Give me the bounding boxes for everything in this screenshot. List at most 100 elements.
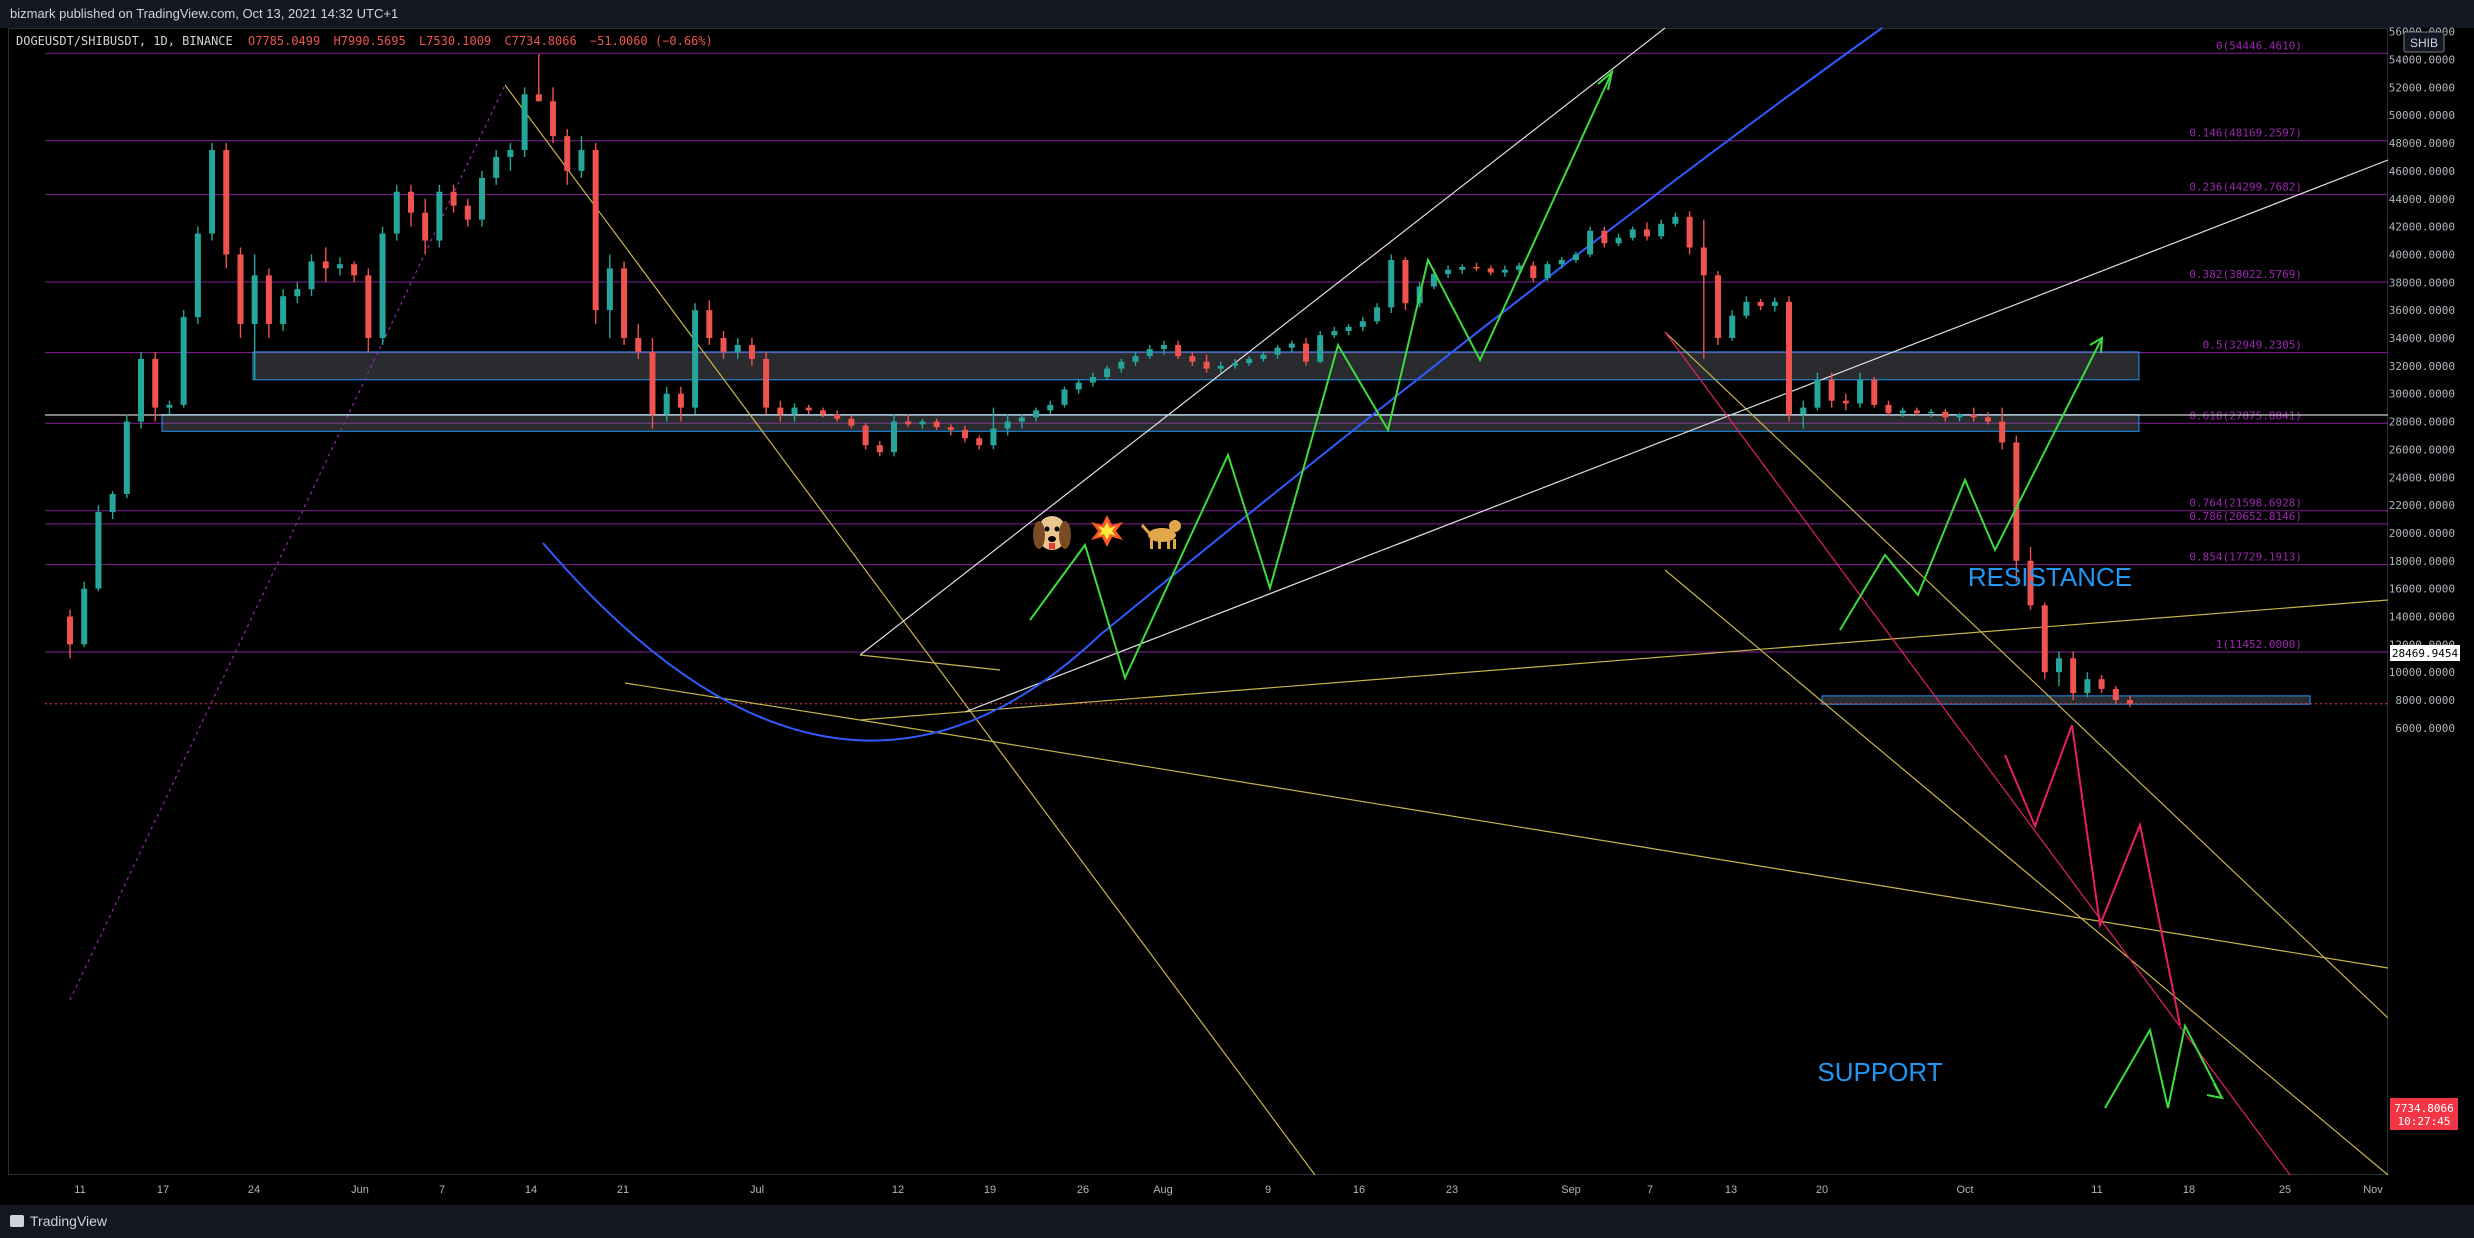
candle-body-98 xyxy=(1459,266,1466,270)
candle-body-66 xyxy=(1004,421,1011,429)
candle-body-40 xyxy=(635,338,642,352)
white-price-line-label: 28469.9454 xyxy=(2390,645,2460,661)
candle-body-34 xyxy=(550,101,557,137)
candle-body-55 xyxy=(848,418,855,426)
candle-body-52 xyxy=(805,407,812,411)
fibonacci-levels: 0(54446.4610) 0.146(48169.2597) 0.236(4429… xyxy=(45,39,2388,653)
candle-body-12 xyxy=(237,254,244,325)
candle-body-135 xyxy=(1984,417,1991,422)
candle-body-4 xyxy=(123,421,130,494)
candle-body-70 xyxy=(1061,389,1068,405)
tradingview-logo[interactable]: TradingView xyxy=(10,1213,107,1229)
candle-body-13 xyxy=(251,275,258,325)
candle-body-43 xyxy=(677,393,684,408)
fib-label-5: 0.618(27875.8841) xyxy=(2189,409,2302,422)
candle-body-85 xyxy=(1274,347,1281,355)
candle-body-127 xyxy=(1871,379,1878,405)
sep-channel-upper xyxy=(1664,331,2389,1019)
brand-label: TradingView xyxy=(30,1213,108,1229)
candle-body-118 xyxy=(1743,301,1750,316)
candle-body-97 xyxy=(1445,269,1452,274)
footer-bar: TradingView xyxy=(0,1205,2474,1238)
candle-body-86 xyxy=(1288,343,1295,348)
candle-body-93 xyxy=(1388,260,1395,308)
y-tick-20: 16000.0000 xyxy=(2389,583,2455,596)
candle-body-143 xyxy=(2098,679,2105,689)
downtrend-yellow-1 xyxy=(504,84,1316,1176)
y-tick-4: 48000.0000 xyxy=(2389,137,2455,150)
candle-body-77 xyxy=(1160,344,1167,350)
candle-body-27 xyxy=(450,191,457,206)
candle-body-113 xyxy=(1672,216,1679,224)
candle-body-35 xyxy=(564,136,571,171)
x-tick-1: 17 xyxy=(157,1184,169,1196)
y-tick-6: 44000.0000 xyxy=(2389,193,2455,206)
ohlc-low: L7530.1009 xyxy=(419,34,491,48)
x-tick-4: 7 xyxy=(439,1184,445,1196)
candle-body-107 xyxy=(1587,230,1594,255)
candle-body-108 xyxy=(1601,230,1608,244)
candle-body-112 xyxy=(1658,223,1665,237)
candle-body-6 xyxy=(152,358,159,408)
fib-label-6: 0.764(21598.6928) xyxy=(2189,497,2302,510)
ohlc-open: O7785.0499 xyxy=(248,34,320,48)
candle-body-92 xyxy=(1374,307,1381,322)
candle-body-122 xyxy=(1800,407,1807,415)
fib-label-8: 0.854(17729.1913) xyxy=(2189,551,2302,564)
chart-pane[interactable] xyxy=(8,28,2388,1175)
fib-label-2: 0.236(44299.7682) xyxy=(2189,181,2302,194)
tradingview-logo-icon xyxy=(10,1215,24,1227)
candle-body-94 xyxy=(1402,260,1409,304)
pump-dotted xyxy=(69,84,506,1001)
rising-line-yellow xyxy=(859,599,2389,721)
y-tick-15: 26000.0000 xyxy=(2389,443,2455,456)
uptrend-white-2 xyxy=(964,159,2389,713)
shib-badge[interactable]: SHIB xyxy=(2403,31,2445,53)
candle-body-22 xyxy=(379,233,386,338)
candle-body-137 xyxy=(2013,442,2020,561)
candle-body-129 xyxy=(1899,410,1906,414)
candle-body-10 xyxy=(209,150,216,234)
x-tick-21: 18 xyxy=(2183,1184,2195,1196)
published-info: bizmark published on TradingView.com, Oc… xyxy=(10,6,399,21)
price-axis[interactable] xyxy=(2388,28,2474,1175)
candle-body-131 xyxy=(1928,411,1935,414)
candle-body-3 xyxy=(109,493,116,513)
candle-body-30 xyxy=(493,156,500,178)
candle-body-46 xyxy=(720,338,727,352)
candle-body-136 xyxy=(1999,421,2006,443)
candle-body-17 xyxy=(308,261,315,290)
ohlc-change: −51.0060 (−0.66%) xyxy=(590,34,713,48)
candle-body-78 xyxy=(1175,344,1182,357)
y-tick-23: 10000.0000 xyxy=(2389,666,2455,679)
candle-body-45 xyxy=(706,310,713,338)
price-line-value: 28469.9454 xyxy=(2392,647,2459,660)
arrow-head-green-3 xyxy=(2206,1083,2224,1100)
x-tick-20: 11 xyxy=(2091,1184,2102,1196)
candle-body-81 xyxy=(1217,365,1224,369)
bull-projection-green xyxy=(1029,71,1613,681)
recovery-projection-green xyxy=(1839,337,2103,631)
candle-body-19 xyxy=(336,264,343,269)
candle-body-117 xyxy=(1729,315,1736,338)
candle-body-8 xyxy=(180,317,187,405)
candle-body-60 xyxy=(919,421,926,425)
candle-body-65 xyxy=(990,428,997,446)
symbol-legend: DOGEUSDT/SHIBUSDT, 1D, BINANCE O7785.049… xyxy=(16,34,713,48)
resistance-label: RESISTANCE xyxy=(1968,562,2132,592)
candle-body-33 xyxy=(535,94,542,102)
arrow-head-green-1 xyxy=(1597,69,1614,91)
y-axis-ticks: 56000.000054000.000052000.000050000.0000… xyxy=(2389,26,2455,735)
candle-body-141 xyxy=(2070,658,2077,694)
candle-body-120 xyxy=(1771,301,1778,306)
trendlines xyxy=(69,27,2389,1176)
candle-body-2 xyxy=(95,512,102,589)
candle-body-128 xyxy=(1885,404,1892,414)
candle-body-115 xyxy=(1700,247,1707,276)
x-tick-14: 23 xyxy=(1446,1184,1458,1196)
arrow-head-green-2 xyxy=(2089,336,2104,354)
candle-body-101 xyxy=(1501,269,1508,273)
descending-line-yellow xyxy=(859,719,2389,969)
x-tick-12: 9 xyxy=(1265,1184,1271,1196)
